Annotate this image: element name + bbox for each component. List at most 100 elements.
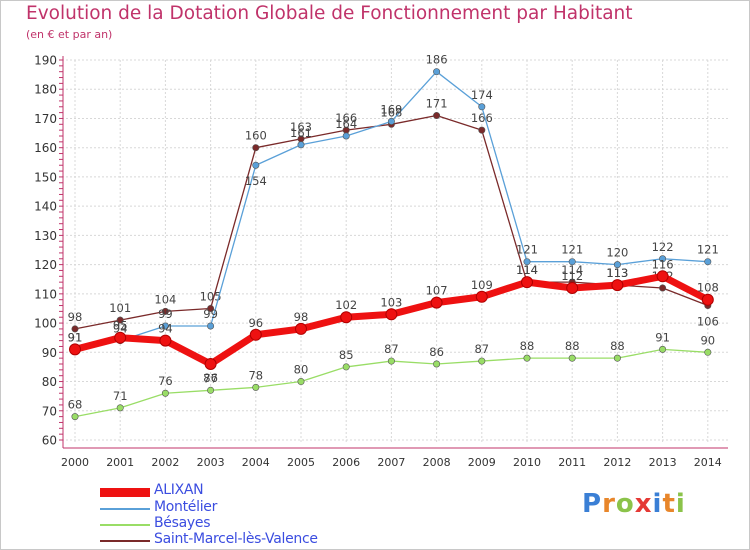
y-tick-label: 90 xyxy=(42,346,57,360)
data-point xyxy=(249,328,262,341)
data-label: 88 xyxy=(610,339,625,353)
data-label: 154 xyxy=(245,174,267,188)
data-point xyxy=(433,68,441,76)
y-tick-label: 130 xyxy=(34,229,57,243)
data-label: 113 xyxy=(606,266,628,280)
x-tick-label: 2006 xyxy=(332,456,360,469)
legend-label: Bésayes xyxy=(154,515,211,531)
data-point xyxy=(207,304,215,312)
proxiti-logo: Proxiti xyxy=(582,489,686,519)
data-point xyxy=(430,296,443,309)
data-point xyxy=(523,354,531,362)
y-tick-label: 180 xyxy=(34,83,57,97)
data-label: 166 xyxy=(335,111,357,125)
y-tick-label: 170 xyxy=(34,112,57,126)
data-point xyxy=(297,141,305,149)
logo-letter: o xyxy=(615,489,635,519)
legend-swatch xyxy=(100,540,150,542)
data-label: 80 xyxy=(294,363,309,377)
logo-letter: r xyxy=(602,489,616,519)
data-point xyxy=(387,117,395,125)
data-label: 121 xyxy=(516,243,538,257)
data-point xyxy=(71,325,79,333)
data-point xyxy=(114,331,127,344)
grid: 60 70 80 90 100 110 120 130 140 150 160 170 180 190 20… xyxy=(34,54,728,469)
x-tick-label: 2003 xyxy=(197,456,225,469)
data-point xyxy=(566,282,579,294)
data-point xyxy=(295,322,307,335)
data-point xyxy=(704,258,712,266)
legend-label: Montélier xyxy=(154,499,218,515)
data-point xyxy=(523,258,531,266)
x-tick-label: 2000 xyxy=(61,456,89,469)
y-tick-label: 60 xyxy=(42,434,57,448)
data-label: 121 xyxy=(697,243,719,257)
data-label: 87 xyxy=(474,342,489,356)
data-point xyxy=(342,363,350,371)
data-label: 107 xyxy=(426,284,448,298)
data-label: 85 xyxy=(339,348,354,362)
data-label: 88 xyxy=(520,339,535,353)
data-point xyxy=(478,103,486,111)
data-label: 171 xyxy=(426,97,448,111)
data-point xyxy=(116,316,124,324)
data-label: 86 xyxy=(203,371,218,385)
y-tick-label: 100 xyxy=(34,317,57,331)
logo-letter: i xyxy=(652,489,663,519)
legend-swatch xyxy=(100,508,150,510)
data-point xyxy=(521,276,533,289)
y-tick-label: 160 xyxy=(34,141,57,155)
y-tick-label: 140 xyxy=(34,200,57,214)
data-label: 95 xyxy=(113,319,128,333)
data-point xyxy=(701,293,714,306)
data-label: 99 xyxy=(158,307,173,321)
x-tick-label: 2010 xyxy=(513,456,541,469)
data-label: 113 xyxy=(606,266,628,280)
data-point xyxy=(387,357,395,365)
data-point xyxy=(659,284,667,292)
data-point xyxy=(704,348,712,356)
data-label: 91 xyxy=(68,330,83,344)
x-tick-label: 2013 xyxy=(649,456,677,469)
data-label: 103 xyxy=(380,295,402,309)
legend-swatch xyxy=(100,487,150,497)
data-label: 87 xyxy=(384,342,399,356)
data-point xyxy=(433,360,441,368)
data-label: 98 xyxy=(68,310,83,324)
data-label: 106 xyxy=(697,315,719,329)
data-label: 78 xyxy=(248,368,263,382)
data-point xyxy=(207,322,215,330)
data-point xyxy=(252,161,260,169)
y-tick-label: 120 xyxy=(34,258,57,272)
series-besayes: 68 71 76 77 78 80 85 87 86 87 88 88 88 91 90 xyxy=(68,330,715,421)
data-point xyxy=(478,357,486,365)
data-point xyxy=(159,334,172,347)
data-label: 91 xyxy=(655,330,670,344)
data-label: 88 xyxy=(565,339,580,353)
data-label: 114 xyxy=(516,263,538,277)
data-label: 71 xyxy=(113,389,128,403)
y-tick-label: 190 xyxy=(34,54,57,68)
data-point xyxy=(71,413,79,421)
data-label: 163 xyxy=(290,120,312,134)
data-label: 160 xyxy=(245,129,267,143)
data-point xyxy=(252,383,260,391)
data-label: 101 xyxy=(109,301,131,315)
x-tick-label: 2008 xyxy=(423,456,451,469)
data-point xyxy=(475,290,488,303)
data-point xyxy=(613,354,621,362)
x-tick-label: 2001 xyxy=(106,456,134,469)
legend-swatch xyxy=(100,524,150,526)
data-point xyxy=(252,144,260,152)
data-label: 68 xyxy=(68,398,83,412)
logo-letter: i xyxy=(675,489,686,519)
data-point xyxy=(568,258,576,266)
data-point xyxy=(659,255,667,263)
data-label: 104 xyxy=(154,292,176,306)
data-point xyxy=(568,354,576,362)
data-label: 86 xyxy=(429,345,444,359)
data-point xyxy=(161,389,169,397)
